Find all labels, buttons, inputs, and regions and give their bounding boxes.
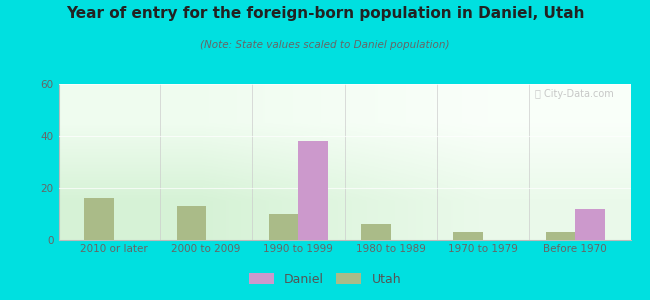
Bar xyxy=(298,141,328,240)
Legend: Daniel, Utah: Daniel, Utah xyxy=(244,268,406,291)
Bar xyxy=(361,224,391,240)
Bar xyxy=(545,232,575,240)
Text: (Note: State values scaled to Daniel population): (Note: State values scaled to Daniel pop… xyxy=(200,40,450,50)
Bar xyxy=(269,214,298,240)
Text: ⓘ City-Data.com: ⓘ City-Data.com xyxy=(534,89,614,99)
Text: Year of entry for the foreign-born population in Daniel, Utah: Year of entry for the foreign-born popul… xyxy=(66,6,584,21)
Bar xyxy=(177,206,206,240)
Bar xyxy=(84,198,114,240)
Bar xyxy=(453,232,483,240)
Bar xyxy=(575,209,604,240)
